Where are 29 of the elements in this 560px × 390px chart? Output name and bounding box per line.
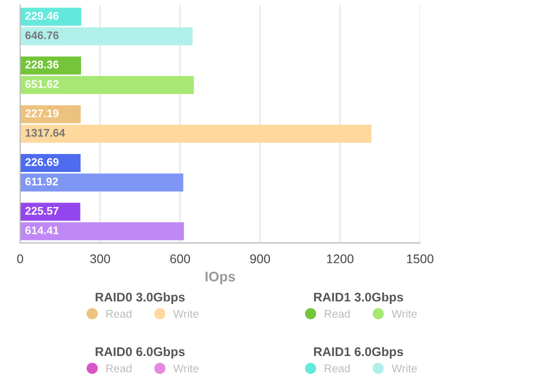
text: RAID1 6.0Gbps — [314, 346, 404, 359]
x-tick-label: 1500 — [407, 254, 434, 264]
data-label: 226.69 — [25, 158, 59, 166]
text: RAID0 6.0Gbps — [96, 346, 185, 359]
data-label: 646.76 — [25, 31, 59, 40]
legend-label: Read — [324, 310, 350, 318]
data-label: 651.62 — [25, 80, 58, 88]
legend-label: Read — [324, 364, 350, 372]
x-axis-title: IOps — [206, 272, 235, 284]
x-tick-label: 600 — [170, 254, 190, 264]
x-tick-label: 300 — [90, 254, 110, 264]
data-label: 225.57 — [25, 206, 58, 215]
legend-label: Write — [392, 310, 417, 318]
legend-label: Write — [392, 364, 417, 372]
data-label: 614.41 — [25, 226, 59, 234]
data-label: 611.92 — [25, 178, 58, 186]
data-label: 228.36 — [25, 60, 59, 69]
legend-label: Read — [106, 310, 132, 318]
data-label: 229.46 — [25, 12, 59, 20]
x-tick-label: 900 — [250, 254, 270, 264]
x-tick-label: 1200 — [327, 254, 354, 264]
text: RAID1 3.0Gbps — [314, 292, 404, 304]
data-label: 1317.64 — [26, 128, 66, 137]
data-label: 227.19 — [25, 109, 59, 118]
legend-label: Write — [173, 310, 198, 318]
text: RAID0 3.0Gbps — [96, 292, 185, 304]
x-tick-label: 0 — [17, 254, 24, 264]
legend-label: Read — [106, 364, 132, 372]
legend-label: Write — [173, 364, 198, 372]
